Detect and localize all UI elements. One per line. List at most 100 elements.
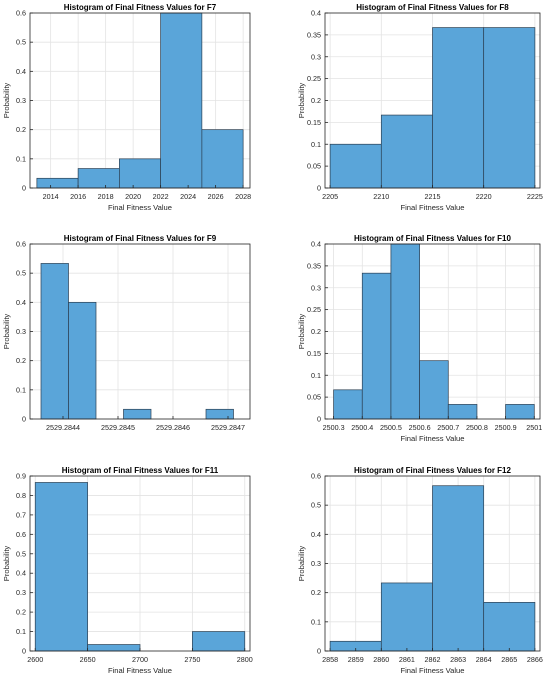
y-tick-label: 0.2 — [16, 125, 26, 134]
histogram-bar — [40, 263, 69, 420]
chart-title: Histogram of Final Fitness Values for F1… — [354, 466, 511, 475]
x-axis-label: Final Fitness Value — [400, 434, 464, 443]
histogram-bar — [192, 631, 246, 652]
y-tick-label: 0 — [22, 647, 26, 656]
y-tick-label: 0.6 — [311, 472, 321, 481]
y-tick-label: 0.2 — [16, 608, 26, 617]
x-tick-label: 2500.9 — [495, 423, 517, 432]
histogram-bar — [390, 243, 420, 420]
x-tick-label: 2205 — [322, 192, 338, 201]
histogram-bar — [36, 177, 79, 189]
y-tick-label: 0.2 — [16, 356, 26, 365]
y-tick-label: 0 — [22, 415, 26, 424]
y-tick-label: 0.35 — [307, 30, 321, 39]
y-tick-label: 0.1 — [311, 140, 321, 149]
chart-title: Histogram of Final Fitness Values for F9 — [64, 234, 217, 243]
x-tick-label: 2018 — [98, 192, 114, 201]
x-tick-label: 2600 — [27, 655, 43, 664]
y-axis-label: Probability — [297, 546, 306, 582]
y-tick-label: 0.3 — [16, 96, 26, 105]
chart-panel: 2600 2650 2700 2750 2800 0 0.1 0.2 0.3 0.4 0.5 0.6 0… — [2, 466, 253, 675]
chart-title: Histogram of Final Fitness Values for F1… — [62, 466, 219, 475]
y-tick-label: 0.3 — [311, 559, 321, 568]
histogram-bar — [201, 129, 244, 189]
histogram-bar — [419, 360, 449, 420]
x-tick-label: 2800 — [237, 655, 253, 664]
y-tick-label: 0.4 — [16, 298, 26, 307]
histogram-bar — [123, 408, 152, 420]
x-tick-label: 2529.2844 — [46, 423, 80, 432]
y-tick-label: 0.15 — [307, 118, 321, 127]
chart-title: Histogram of Final Fitness Values for F1… — [354, 234, 511, 243]
histogram-bar — [160, 12, 203, 189]
x-tick-label: 2501 — [526, 423, 542, 432]
x-tick-label: 2026 — [208, 192, 224, 201]
y-tick-label: 0.3 — [311, 52, 321, 61]
x-tick-label: 2500.5 — [380, 423, 402, 432]
y-axis-label: Probability — [297, 83, 306, 119]
y-tick-label: 0.4 — [311, 530, 321, 539]
y-tick-label: 0.15 — [307, 349, 321, 358]
y-axis-label: Probability — [2, 546, 11, 582]
y-tick-label: 0.5 — [16, 38, 26, 47]
histogram-bar — [68, 301, 97, 420]
y-tick-label: 0.6 — [16, 240, 26, 249]
histogram-bar — [432, 27, 485, 189]
x-tick-label: 2859 — [348, 655, 364, 664]
x-tick-label: 2022 — [153, 192, 169, 201]
x-tick-label: 2861 — [399, 655, 415, 664]
histogram-bar — [333, 389, 363, 420]
y-tick-label: 0.05 — [307, 393, 321, 402]
x-tick-label: 2020 — [125, 192, 141, 201]
histogram-bar — [205, 408, 234, 420]
histogram-bar — [380, 582, 433, 652]
x-tick-label: 2529.2845 — [101, 423, 135, 432]
histogram-bar — [329, 143, 382, 189]
histogram-bar — [432, 485, 485, 652]
y-tick-label: 0 — [22, 184, 26, 193]
y-tick-label: 0.05 — [307, 162, 321, 171]
histogram-bar — [77, 168, 120, 189]
y-tick-label: 0.6 — [16, 530, 26, 539]
x-tick-label: 2500.7 — [437, 423, 459, 432]
histogram-bar — [505, 404, 535, 420]
y-axis-label: Probability — [2, 314, 11, 350]
y-tick-label: 0.3 — [16, 588, 26, 597]
x-tick-label: 2863 — [450, 655, 466, 664]
y-tick-label: 0.4 — [16, 569, 26, 578]
y-tick-label: 0.8 — [16, 491, 26, 500]
y-tick-label: 0.5 — [16, 269, 26, 278]
x-tick-label: 2750 — [184, 655, 200, 664]
x-tick-label: 2529.2846 — [156, 423, 190, 432]
chart-panel: 2529.2844 2529.2845 2529.2846 2529.2847 0 0.1… — [2, 234, 251, 432]
y-tick-label: 0.2 — [311, 327, 321, 336]
y-tick-label: 0.1 — [311, 617, 321, 626]
y-axis-label: Probability — [297, 314, 306, 350]
y-tick-label: 0.3 — [16, 327, 26, 336]
y-tick-label: 0.5 — [311, 501, 321, 510]
histogram-bar — [361, 272, 392, 420]
histogram-bar — [34, 482, 88, 652]
y-tick-label: 0.25 — [307, 74, 321, 83]
y-axis-label: Probability — [2, 83, 11, 119]
x-tick-label: 2225 — [527, 192, 543, 201]
x-tick-label: 2024 — [180, 192, 196, 201]
x-tick-label: 2210 — [373, 192, 389, 201]
y-tick-label: 0.1 — [16, 385, 26, 394]
histogram-bar — [483, 27, 536, 189]
y-tick-label: 0.1 — [311, 371, 321, 380]
x-tick-label: 2028 — [235, 192, 251, 201]
x-tick-label: 2862 — [425, 655, 441, 664]
histogram-bar — [447, 404, 478, 420]
y-tick-label: 0.4 — [311, 240, 321, 249]
y-tick-label: 0.1 — [16, 154, 26, 163]
chart-title: Histogram of Final Fitness Values for F7 — [64, 3, 217, 12]
x-tick-label: 2700 — [132, 655, 148, 664]
x-tick-label: 2866 — [527, 655, 543, 664]
x-tick-label: 2014 — [43, 192, 59, 201]
histogram-bar — [483, 602, 536, 652]
y-tick-label: 0.35 — [307, 261, 321, 270]
x-tick-label: 2500.4 — [351, 423, 373, 432]
histogram-bar — [87, 644, 141, 652]
histogram-bar — [119, 158, 161, 189]
